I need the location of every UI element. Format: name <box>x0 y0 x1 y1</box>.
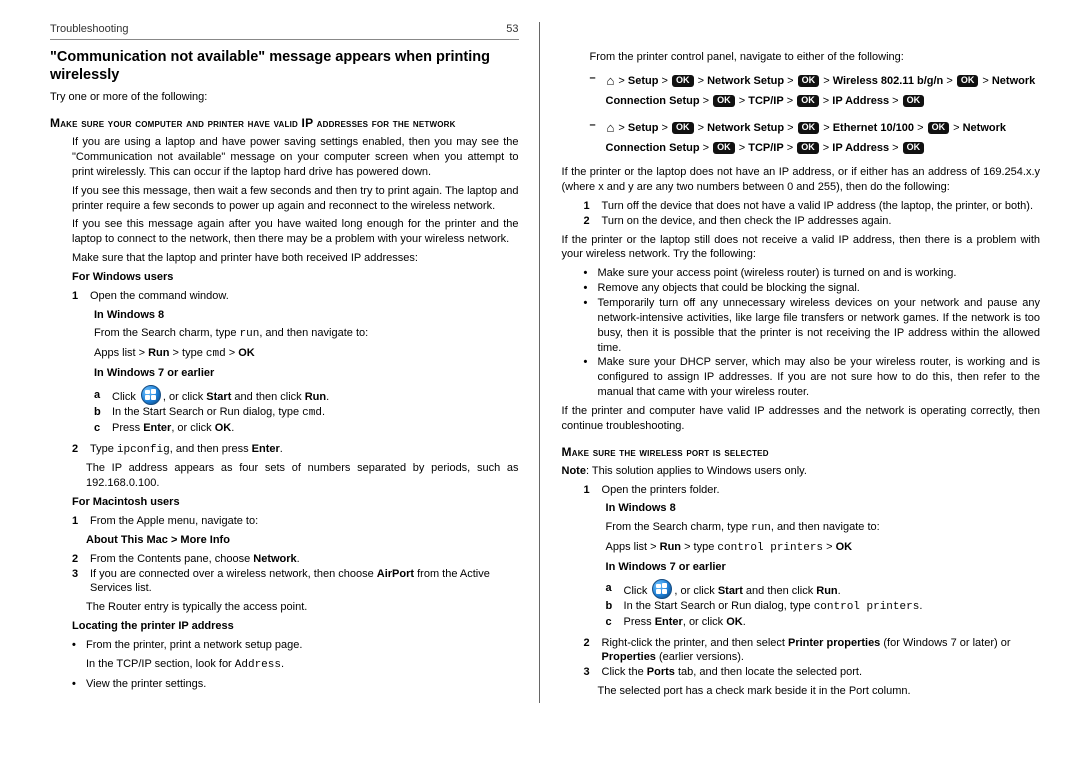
list-item: 1From the Apple menu, navigate to: <box>50 514 519 529</box>
list-item: 2Right-click the printer, and then selec… <box>562 636 1040 666</box>
list-item: bIn the Start Search or Run dialog, type… <box>562 599 1040 615</box>
step: From the Search charm, type run, and the… <box>50 326 519 342</box>
nav-path: – ⌂ > Setup > OK > Network Setup > OK > … <box>562 69 1040 112</box>
list-item: 1Turn off the device that does not have … <box>562 199 1040 214</box>
list-item: Make sure your access point (wireless ro… <box>562 266 1040 281</box>
home-icon: ⌂ <box>607 120 615 135</box>
section-heading: Make sure the wireless port is selected <box>562 444 1040 460</box>
page-title: "Communication not available" message ap… <box>50 48 519 84</box>
list-item: cPress Enter, or click OK. <box>50 421 519 436</box>
list-item: 2From the Contents pane, choose Network. <box>50 552 519 567</box>
page-number: 53 <box>506 22 518 37</box>
list-item: a Click , or click Start and then click … <box>50 385 519 405</box>
list-item: Make sure your DHCP server, which may al… <box>562 355 1040 400</box>
paragraph: If the printer or the laptop does not ha… <box>562 165 1040 195</box>
paragraph: Make sure that the laptop and printer ha… <box>50 251 519 266</box>
paragraph: The selected port has a check mark besid… <box>562 684 1040 699</box>
subheading: In Windows 8 <box>50 308 519 323</box>
paragraph: If you see this message, then wait a few… <box>50 184 519 214</box>
page-header: Troubleshooting 53 <box>50 22 519 40</box>
paragraph: From the printer control panel, navigate… <box>562 50 1040 65</box>
list-item: cPress Enter, or click OK. <box>562 615 1040 630</box>
paragraph: If you are using a laptop and have power… <box>50 135 519 180</box>
doc-section: Troubleshooting <box>50 22 128 37</box>
paragraph: The IP address appears as four sets of n… <box>50 461 519 491</box>
subheading: In Windows 7 or earlier <box>562 560 1040 575</box>
step: Apps list > Run > type control printers … <box>562 540 1040 556</box>
paragraph: In the TCP/IP section, look for Address. <box>50 657 519 673</box>
list-item: View the printer settings. <box>50 677 519 692</box>
subheading: In Windows 8 <box>562 501 1040 516</box>
list-item: Temporarily turn off any unnecessary wir… <box>562 296 1040 355</box>
step: Apps list > Run > type cmd > OK <box>50 346 519 362</box>
list-item: 2Type ipconfig, and then press Enter. <box>50 442 519 458</box>
windows-orb-icon <box>141 385 161 405</box>
subheading: For Windows users <box>50 270 519 285</box>
list-item: a Click , or click Start and then click … <box>562 579 1040 599</box>
list-item: bIn the Start Search or Run dialog, type… <box>50 405 519 421</box>
list-item: 1Open the printers folder. <box>562 483 1040 498</box>
subheading: For Macintosh users <box>50 495 519 510</box>
paragraph: If the printer or the laptop still does … <box>562 233 1040 263</box>
nav-path: – ⌂ > Setup > OK > Network Setup > OK > … <box>562 116 1040 159</box>
subheading: Locating the printer IP address <box>50 619 519 634</box>
step: From the Search charm, type run, and the… <box>562 520 1040 536</box>
paragraph: If the printer and computer have valid I… <box>562 404 1040 434</box>
home-icon: ⌂ <box>607 73 615 88</box>
nav-path: About This Mac > More Info <box>50 533 519 548</box>
paragraph: The Router entry is typically the access… <box>50 600 519 615</box>
list-item: From the printer, print a network setup … <box>50 638 519 653</box>
list-item: 1Open the command window. <box>50 289 519 304</box>
ok-icon: OK <box>672 75 694 87</box>
paragraph: If you see this message again after you … <box>50 217 519 247</box>
list-item: 2Turn on the device, and then check the … <box>562 214 1040 229</box>
list-item: Remove any objects that could be blockin… <box>562 281 1040 296</box>
note: Note: This solution applies to Windows u… <box>562 464 1040 479</box>
intro: Try one or more of the following: <box>50 90 519 105</box>
subheading: In Windows 7 or earlier <box>50 366 519 381</box>
list-item: 3If you are connected over a wireless ne… <box>50 567 519 597</box>
section-heading: Make sure your computer and printer have… <box>50 115 519 131</box>
windows-orb-icon <box>652 579 672 599</box>
list-item: 3Click the Ports tab, and then locate th… <box>562 665 1040 680</box>
